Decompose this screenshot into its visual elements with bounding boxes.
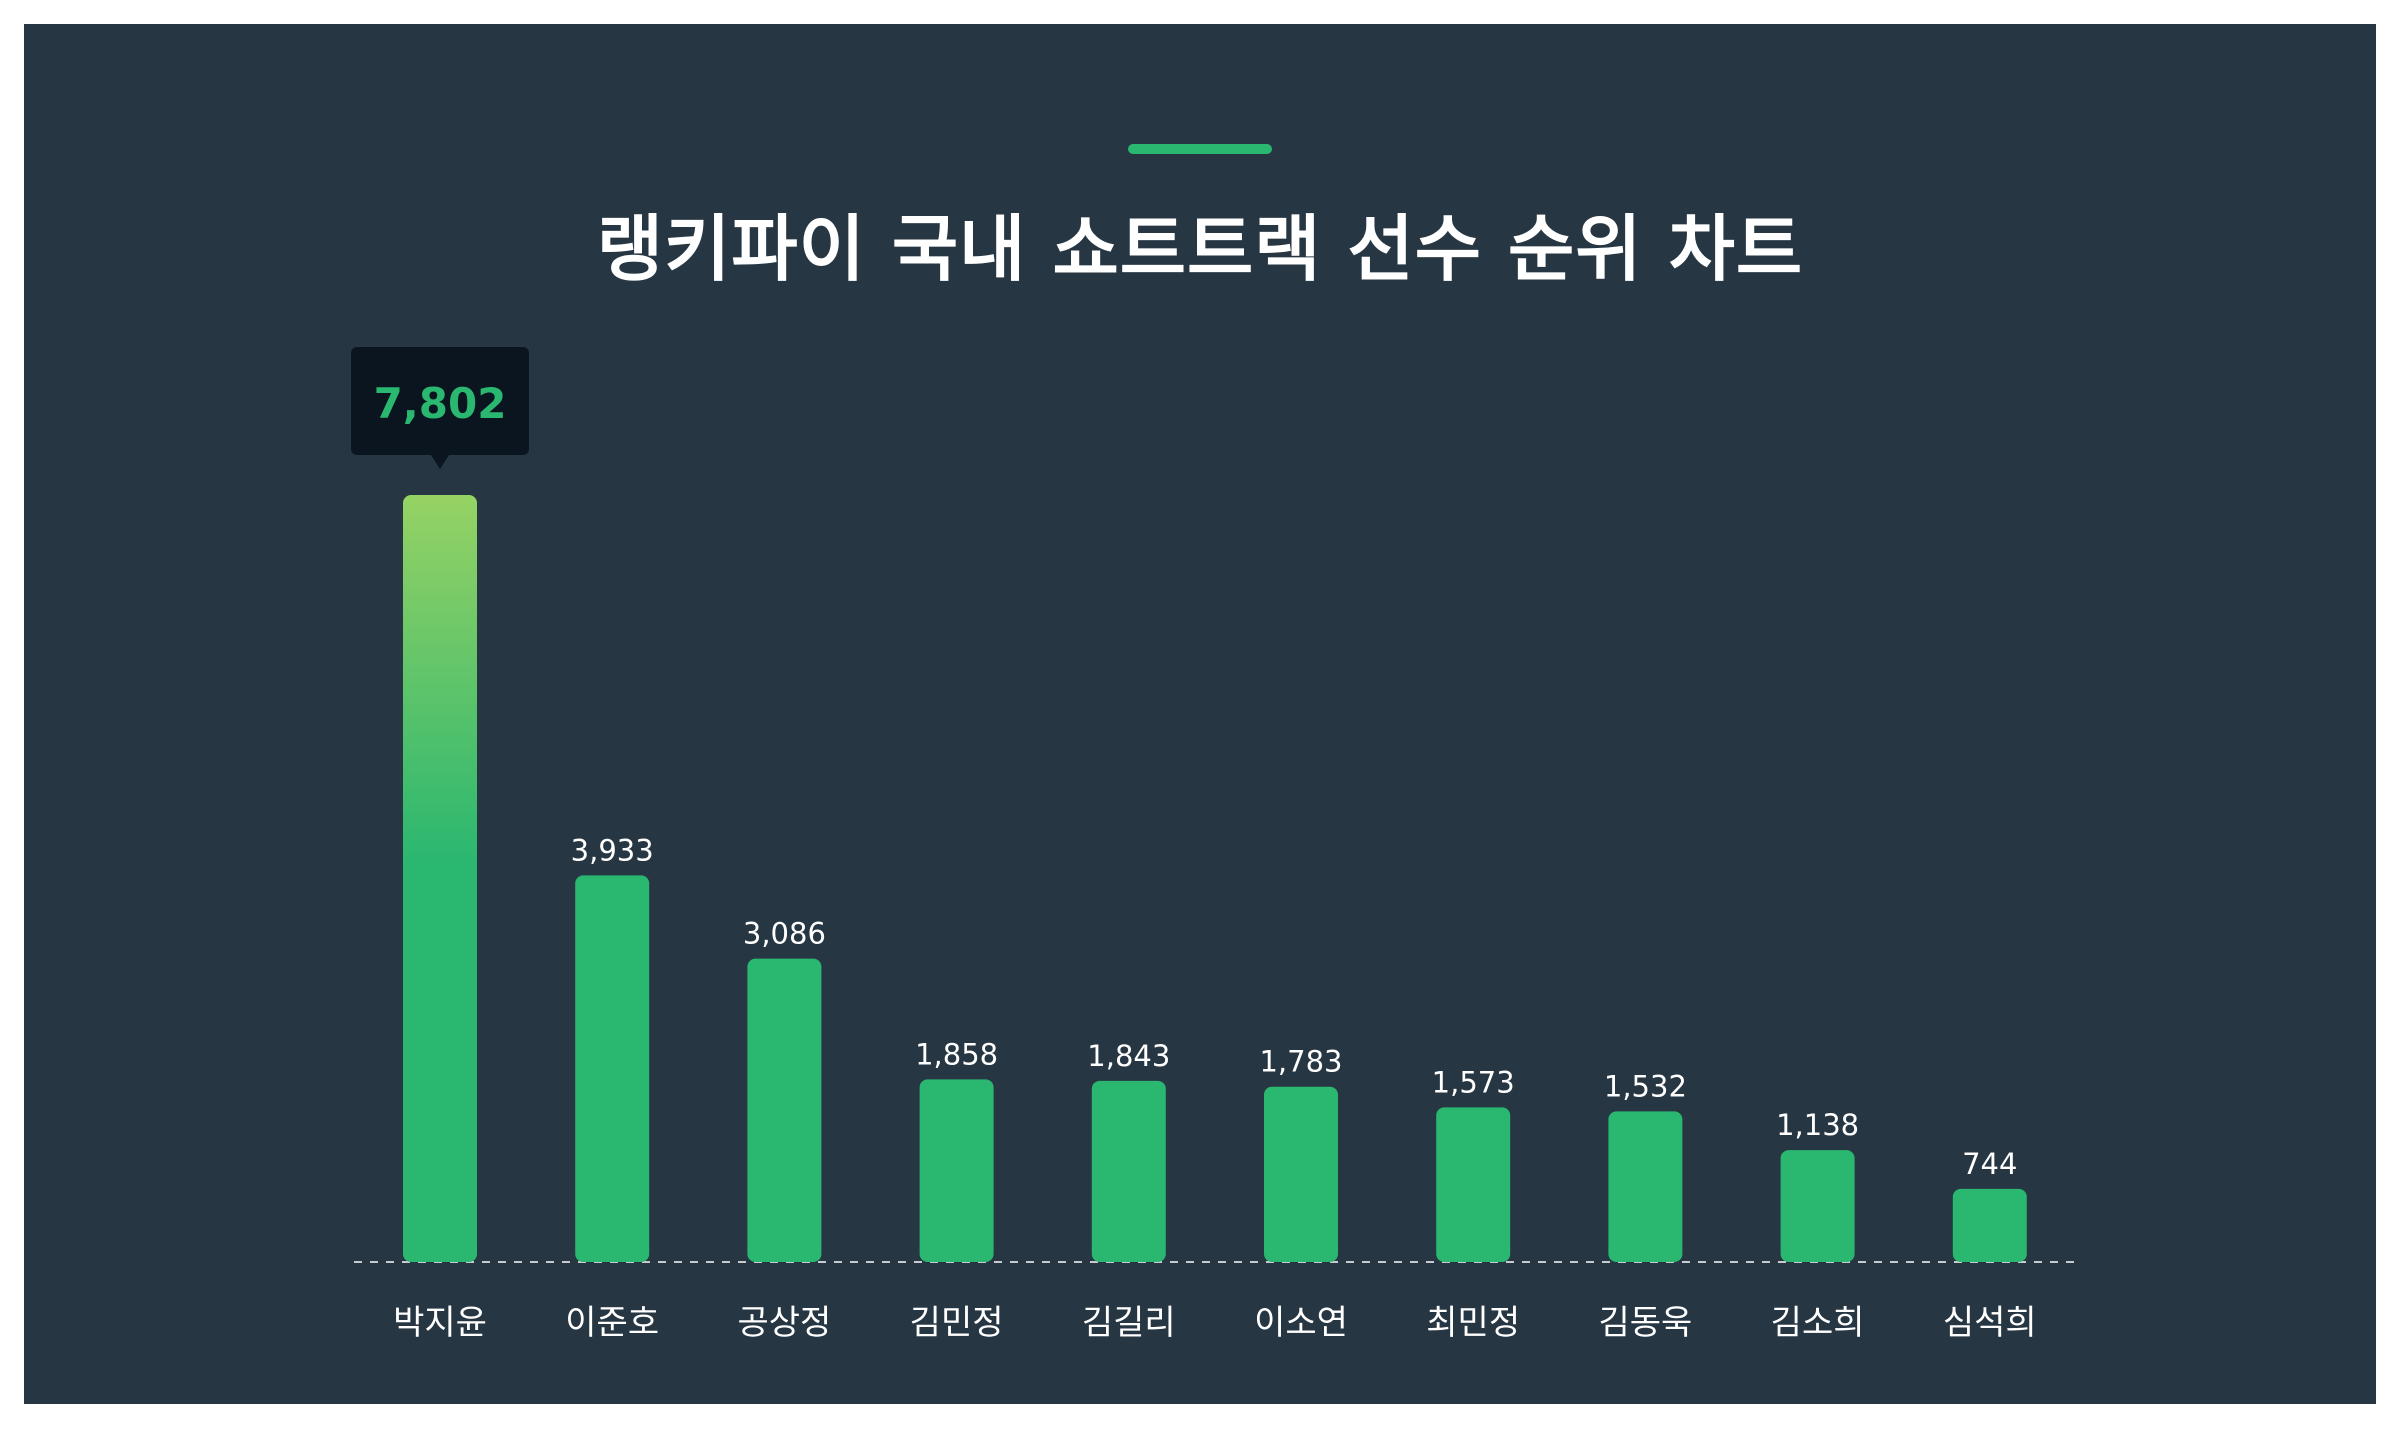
category-label-7: 최민정 — [1426, 1303, 1520, 1343]
bar-3 — [747, 958, 822, 1262]
category-label-6: 이소연 — [1254, 1303, 1348, 1343]
value-label-7: 1,573 — [1432, 1065, 1515, 1099]
category-label-3: 공상정 — [737, 1303, 831, 1343]
value-label-4: 1,858 — [915, 1037, 998, 1071]
category-label-5: 김길리 — [1082, 1303, 1176, 1343]
title-accent-line — [1128, 144, 1272, 154]
bar-10 — [1952, 1188, 2027, 1262]
value-label-2: 3,933 — [571, 833, 654, 867]
value-tooltip-pointer — [431, 455, 449, 469]
value-label-10: 744 — [1962, 1147, 2017, 1181]
value-label-3: 3,086 — [743, 917, 826, 951]
bar-7 — [1436, 1107, 1511, 1262]
category-label-9: 김소희 — [1771, 1303, 1865, 1343]
category-label-8: 김동욱 — [1598, 1303, 1692, 1343]
category-label-10: 심석희 — [1943, 1303, 2037, 1343]
value-label-5: 1,843 — [1087, 1039, 1170, 1073]
bar-4 — [919, 1079, 994, 1262]
bar-9 — [1780, 1150, 1855, 1262]
bar-2 — [575, 875, 650, 1262]
bar-5 — [1091, 1080, 1166, 1262]
bar-8 — [1608, 1111, 1683, 1262]
bar-6 — [1264, 1086, 1338, 1262]
value-label-9: 1,138 — [1776, 1108, 1859, 1142]
value-label-8: 1,532 — [1604, 1069, 1687, 1103]
category-label-2: 이준호 — [565, 1303, 659, 1343]
chart-title: 랭키파이 국내 쇼트트랙 선수 순위 차트 — [596, 207, 1804, 291]
bar-1 — [403, 495, 477, 1262]
category-label-4: 김민정 — [910, 1303, 1004, 1343]
category-label-1: 박지윤 — [393, 1303, 487, 1343]
value-label-1: 7,802 — [374, 379, 507, 428]
value-label-6: 1,783 — [1259, 1045, 1342, 1079]
value-tooltip — [351, 347, 529, 455]
